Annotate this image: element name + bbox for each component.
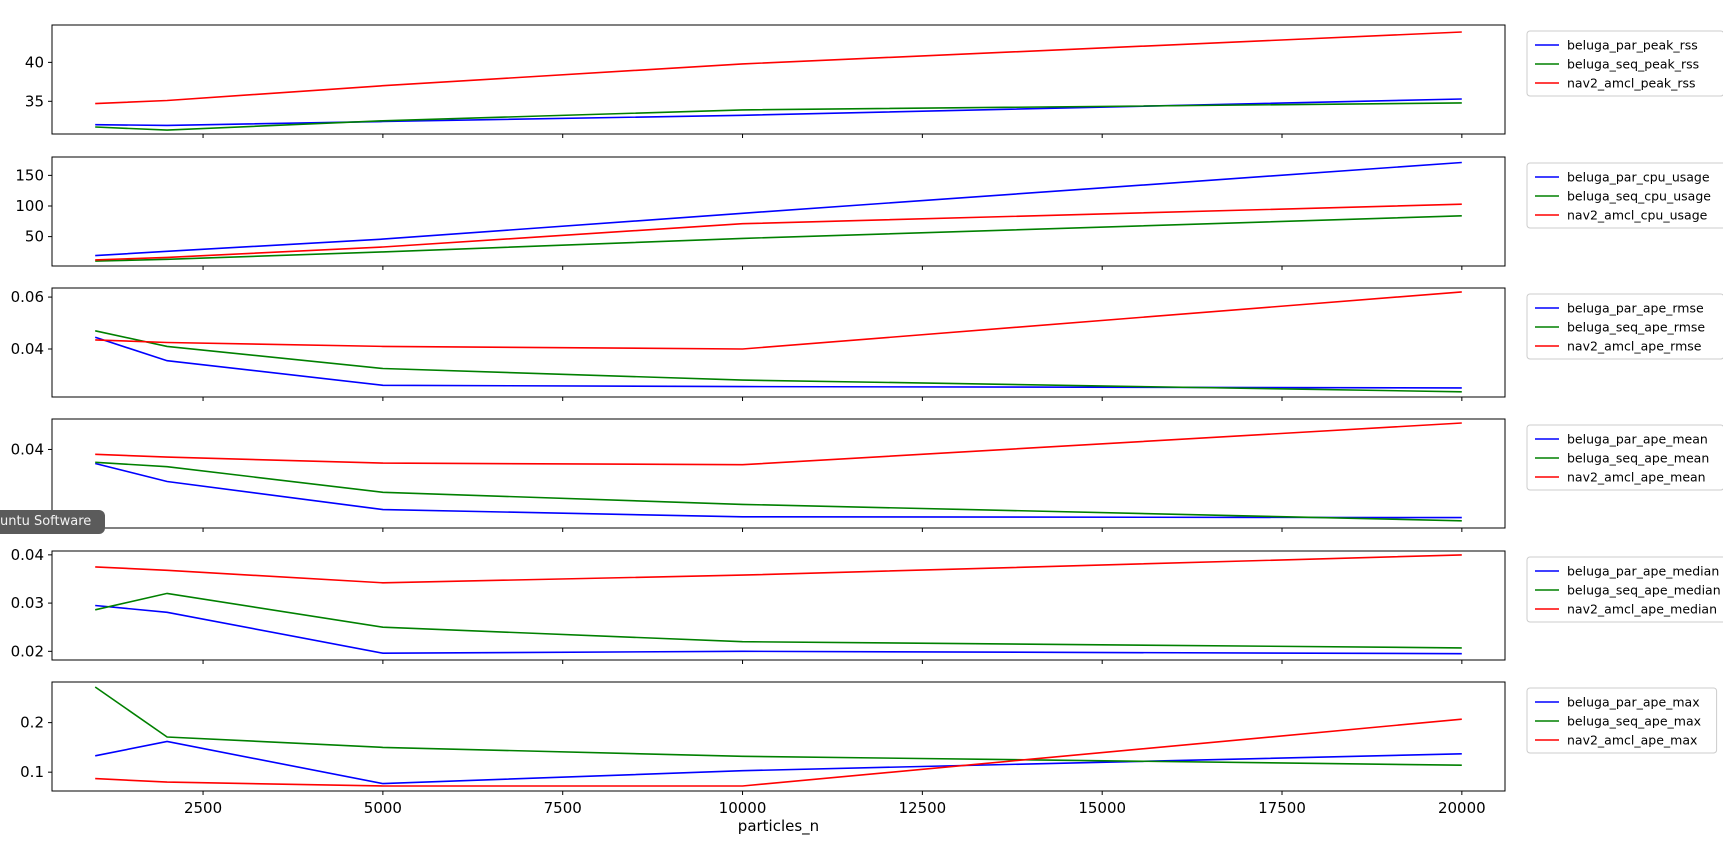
series-line-beluga_seq_peak_rss [95,102,1462,131]
legend-label: beluga_seq_peak_rss [1567,57,1699,72]
axes-frame [51,418,1506,529]
y-tick-label: 35 [25,92,44,110]
legend-label: beluga_par_peak_rss [1567,38,1698,53]
legend-label: nav2_amcl_ape_median [1567,602,1717,617]
y-tick-label: 0.04 [11,340,44,358]
subplot-6: 0.1 0.2 2500 5000 7500 10000 12500 15000 17500 20… [20,681,1718,836]
x-tick-label: 17500 [1258,799,1306,817]
legend-label: nav2_amcl_ape_rmse [1567,339,1702,354]
legend: beluga_par_ape_mean beluga_seq_ape_meanna… [1526,424,1723,491]
series-line-beluga_seq_ape_mean [95,461,1462,522]
y-tick-label: 150 [15,166,44,184]
legend-label: beluga_par_ape_rmse [1567,301,1704,316]
y-tick-label: 0.04 [11,546,44,564]
y-tick-label: 0.2 [20,714,44,732]
legend-label: beluga_par_ape_median [1567,564,1719,579]
legend: beluga_par_ape_rmse beluga_seq_ape_rmsena… [1526,293,1723,360]
legend-label: nav2_amcl_cpu_usage [1567,208,1708,223]
series-line-beluga_par_peak_rss [95,98,1462,127]
series-line-beluga_par_cpu_usage [95,161,1462,257]
ubuntu-software-tooltip: untu Software [0,510,106,534]
x-tick-label: 10000 [719,799,767,817]
legend-label: nav2_amcl_ape_mean [1567,470,1706,485]
series-line-nav2_amcl_ape_mean [95,422,1462,466]
series-line-beluga_par_ape_median [95,604,1462,655]
x-axis-label: particles_n [738,817,819,836]
series-line-beluga_par_ape_mean [95,462,1462,519]
subplot-3: 0.04 0.06 beluga_par_ape_rmse beluga_seq_ap… [11,287,1723,401]
axes-frame [51,550,1506,661]
x-tick-label: 5000 [364,799,402,817]
legend-label: beluga_seq_ape_rmse [1567,320,1705,335]
y-tick-label: 0.02 [11,642,44,660]
series-line-beluga_par_ape_max [95,740,1462,785]
y-tick-label: 100 [15,197,44,215]
axes-frame [51,681,1506,792]
legend-label: beluga_par_cpu_usage [1567,170,1710,185]
subplot-2: 50 100 150 beluga_par_cpu_usage beluga_seq_c… [15,156,1723,270]
legend-label: beluga_seq_ape_mean [1567,451,1709,466]
legend-label: beluga_seq_cpu_usage [1567,189,1711,204]
legend: beluga_par_cpu_usage beluga_seq_cpu_usage… [1526,162,1723,229]
x-tick-label: 12500 [899,799,947,817]
series-line-beluga_par_ape_rmse [94,336,1462,389]
legend: beluga_par_ape_max beluga_seq_ape_max nav2… [1526,687,1718,754]
x-tick-label: 15000 [1078,799,1126,817]
subplot-4: 0.04 beluga_par_ape_mean beluga_seq_ape_me… [11,418,1723,532]
x-tick-label: 7500 [544,799,582,817]
series-line-beluga_seq_cpu_usage [95,215,1462,262]
x-tick-label: 20000 [1438,799,1486,817]
y-tick-label: 0.1 [20,763,44,781]
legend-box [1526,424,1723,491]
y-tick-label: 0.06 [11,288,44,306]
series-line-nav2_amcl_ape_max [95,718,1462,787]
y-tick-label: 0.04 [11,440,44,458]
legend-label: beluga_par_ape_max [1567,695,1700,710]
series-line-nav2_amcl_ape_median [95,554,1462,584]
axes-frame [51,287,1506,398]
subplot-1: 35 40 beluga_par_peak_rss beluga_seq_peak_r… [25,24,1723,138]
axes-frame [51,156,1506,267]
series-line-beluga_seq_ape_median [95,592,1462,649]
legend-label: beluga_seq_ape_median [1567,583,1721,598]
series-line-nav2_amcl_peak_rss [95,31,1462,105]
legend-box [1526,162,1723,229]
series-line-nav2_amcl_ape_rmse [95,291,1462,350]
legend: beluga_par_peak_rss beluga_seq_peak_rssna… [1526,30,1723,97]
y-tick-label: 0.03 [11,594,44,612]
legend-box [1526,687,1718,754]
legend-label: nav2_amcl_ape_max [1567,733,1697,748]
y-tick-label: 50 [25,228,44,246]
x-tick-label: 2500 [184,799,222,817]
subplot-5: 0.020.030.04beluga_par_ape_medianbeluga_… [11,546,1723,664]
legend-box [1526,30,1723,97]
series-line-beluga_seq_ape_rmse [95,330,1462,393]
series-line-beluga_seq_ape_max [94,686,1462,766]
legend-label: nav2_amcl_peak_rss [1567,76,1696,91]
legend-box [1526,293,1723,360]
series-line-nav2_amcl_cpu_usage [95,203,1462,261]
legend-label: beluga_seq_ape_max [1567,714,1701,729]
axes-frame [51,24,1506,135]
legend-label: beluga_par_ape_mean [1567,432,1708,447]
y-tick-label: 40 [25,53,44,71]
legend: beluga_par_ape_median beluga_seq_ape_medi… [1526,556,1723,623]
legend-box [1526,556,1723,623]
